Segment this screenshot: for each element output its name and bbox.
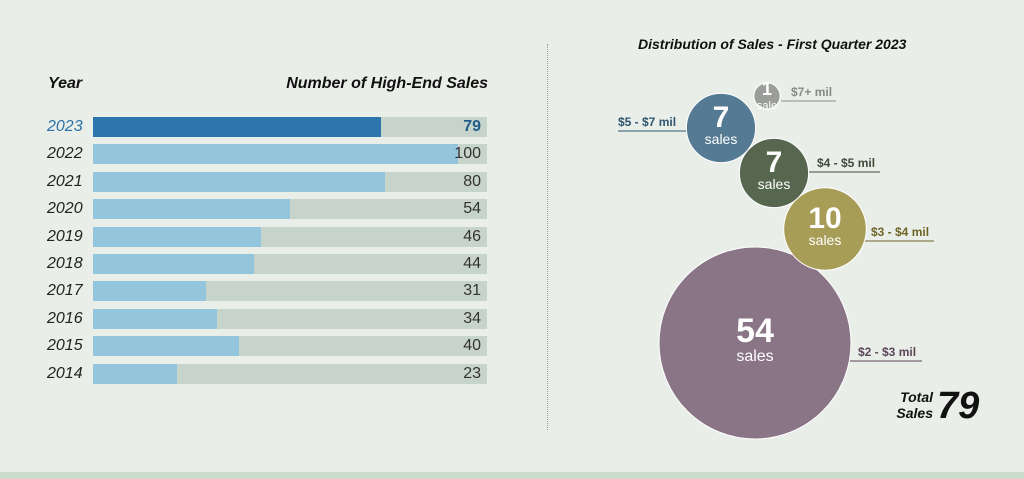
bubble-unit-label: sales xyxy=(705,131,738,147)
bar-value-label: 31 xyxy=(463,282,481,300)
bar-value-label: 40 xyxy=(463,337,481,355)
bar-track: 80 xyxy=(93,171,487,192)
bar-track: 34 xyxy=(93,308,487,329)
bottom-band xyxy=(0,472,1024,479)
bar-value-label: 79 xyxy=(463,118,481,135)
section-divider xyxy=(547,44,548,430)
total-sales-label: Total Sales xyxy=(896,389,933,421)
bar-row: 2014 23 xyxy=(0,363,500,384)
bubble-range-label: $7+ mil xyxy=(791,85,832,99)
bar-fill xyxy=(93,171,385,192)
bar-track: 31 xyxy=(93,281,487,302)
bar-year-label: 2020 xyxy=(47,200,83,218)
bar-row: 2020 54 xyxy=(0,199,500,220)
bar-track: 79 xyxy=(93,117,487,137)
bar-year-label: 2017 xyxy=(47,282,83,300)
bubble-unit-label: sale xyxy=(757,100,777,112)
bar-row: 2016 34 xyxy=(0,308,500,329)
bubble-range-label: $2 - $3 mil xyxy=(858,345,916,359)
bar-track: 44 xyxy=(93,254,487,274)
bar-track: 54 xyxy=(93,199,487,220)
bubble-circle xyxy=(783,187,867,271)
bar-value-label: 34 xyxy=(463,309,481,327)
bar-year-label: 2019 xyxy=(47,227,83,245)
bubble-chart-title: Distribution of Sales - First Quarter 20… xyxy=(638,36,907,52)
bubble-count-label: 7 xyxy=(713,101,730,134)
bubble-range-label: $4 - $5 mil xyxy=(817,156,875,170)
bar-year-label: 2023 xyxy=(47,118,83,135)
bar-fill xyxy=(93,336,239,357)
bar-track: 40 xyxy=(93,336,487,357)
bubble-circle xyxy=(685,92,757,164)
bar-fill xyxy=(93,308,218,329)
bar-fill xyxy=(93,254,254,274)
bubble-unit-label: sales xyxy=(809,232,842,248)
bar-row: 2023 79 xyxy=(0,117,500,137)
bubble-range-label: $3 - $4 mil xyxy=(871,225,929,239)
bar-fill xyxy=(93,281,207,302)
bar-fill xyxy=(93,144,458,165)
sales-column-header: Number of High-End Sales xyxy=(286,75,488,92)
bar-year-label: 2022 xyxy=(47,145,83,163)
bar-year-label: 2016 xyxy=(47,309,83,327)
bar-row: 2022 100 xyxy=(0,144,500,165)
bar-year-label: 2015 xyxy=(47,337,83,355)
bar-fill xyxy=(93,117,382,137)
bubble-count-label: 1 xyxy=(762,79,772,99)
bar-row: 2015 40 xyxy=(0,336,500,357)
bar-value-label: 100 xyxy=(454,145,481,163)
bubble-range-label: $5 - $7 mil xyxy=(618,115,676,129)
bar-track: 23 xyxy=(93,363,487,384)
bubble-circle xyxy=(658,246,852,440)
bubble-count-label: 10 xyxy=(808,202,841,235)
bar-value-label: 44 xyxy=(463,255,481,272)
year-column-header: Year xyxy=(48,75,83,92)
bubble-count-label: 54 xyxy=(736,312,774,350)
bar-track: 100 xyxy=(93,144,487,165)
bar-fill xyxy=(93,363,177,384)
bar-value-label: 80 xyxy=(463,172,481,190)
bubble-circle xyxy=(738,137,810,209)
bar-year-label: 2021 xyxy=(47,172,83,190)
bar-row: 2017 31 xyxy=(0,281,500,302)
bar-year-label: 2014 xyxy=(47,364,83,382)
bar-row: 2021 80 xyxy=(0,171,500,192)
bar-value-label: 23 xyxy=(463,364,481,382)
bubble-unit-label: sales xyxy=(758,176,791,192)
bar-row: 2018 44 xyxy=(0,254,500,274)
bar-value-label: 46 xyxy=(463,227,481,245)
bar-fill xyxy=(93,199,290,220)
total-sales-value: 79 xyxy=(937,385,980,427)
bar-year-label: 2018 xyxy=(47,255,83,272)
bar-value-label: 54 xyxy=(463,200,481,218)
bar-fill xyxy=(93,226,261,247)
bubble-count-label: 7 xyxy=(766,146,783,179)
bar-row: 2019 46 xyxy=(0,226,500,247)
bubble-circle xyxy=(753,82,781,110)
bubble-unit-label: sales xyxy=(736,348,773,365)
bar-track: 46 xyxy=(93,226,487,247)
